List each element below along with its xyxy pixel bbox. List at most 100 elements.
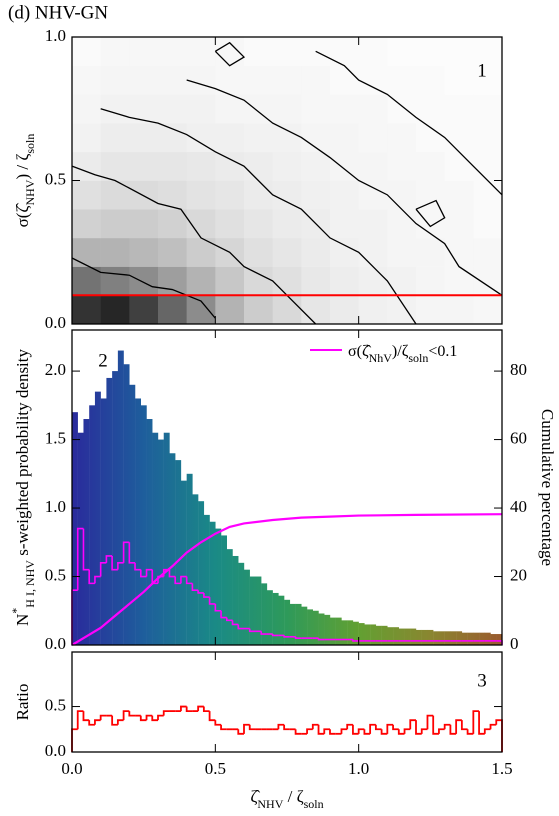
histogram-step <box>203 592 210 598</box>
heatmap-cell <box>272 266 302 296</box>
histogram-step <box>483 728 491 734</box>
histogram-bar <box>358 623 365 645</box>
label-part: ζ̂ <box>250 787 260 806</box>
heatmap-cell <box>244 295 273 325</box>
heatmap-cell <box>473 266 503 296</box>
histogram-step <box>128 711 136 717</box>
histogram-bar <box>261 583 268 645</box>
histogram-step <box>243 723 250 734</box>
histogram-bar <box>163 432 170 645</box>
heatmap-cell <box>387 266 417 296</box>
y2-tick-label: 20 <box>510 565 527 584</box>
heatmap-cell <box>215 180 245 210</box>
heatmap-cell <box>473 295 503 325</box>
heatmap-cell <box>158 151 187 181</box>
heatmap-cell <box>129 180 159 210</box>
y-tick-label: 0.5 <box>45 695 66 714</box>
histogram-step <box>306 728 313 734</box>
histogram-bar <box>364 624 371 645</box>
histogram-step <box>145 568 153 577</box>
heatmap-cell <box>215 151 245 181</box>
histogram-bar <box>404 628 411 645</box>
heatmap-cell <box>416 237 445 267</box>
heatmap-cell <box>358 94 388 124</box>
histogram-bar <box>72 412 78 645</box>
heatmap-cell <box>358 151 388 181</box>
heatmap-cell <box>72 37 101 66</box>
histogram-step <box>283 635 290 638</box>
heatmap-cell <box>301 266 331 296</box>
histogram-step <box>151 715 158 722</box>
heatmap-cell <box>358 266 388 296</box>
heatmap-cell <box>473 151 503 181</box>
contour <box>100 108 417 325</box>
histogram-bar <box>416 629 422 645</box>
heatmap-cell <box>129 295 159 325</box>
histogram-step <box>455 719 462 734</box>
histogram-bar <box>496 634 503 645</box>
heatmap-cell <box>444 237 474 267</box>
histogram-step <box>472 710 480 734</box>
histogram-step <box>71 728 78 752</box>
histogram-step <box>185 706 193 712</box>
heatmap-cell <box>72 123 101 153</box>
heatmap-cell <box>416 295 445 325</box>
heatmap-cell <box>330 237 359 267</box>
panel-frame <box>71 651 503 753</box>
heatmap-cell <box>186 151 216 181</box>
heatmap-cell <box>186 180 216 210</box>
histogram-step <box>449 724 457 735</box>
heatmap-cell <box>72 237 101 267</box>
y-tick-label: 1.5 <box>45 428 66 447</box>
heatmap-cell <box>416 151 445 181</box>
contour <box>415 199 446 228</box>
histogram-step <box>140 569 147 578</box>
histogram-bar <box>421 629 428 645</box>
histogram-step <box>466 729 474 735</box>
histogram-bar <box>473 632 480 645</box>
histogram-bar <box>272 592 279 645</box>
histogram-bar <box>490 634 497 645</box>
heatmap-cell <box>444 180 474 210</box>
heatmap-cell <box>158 94 187 124</box>
histogram-step <box>111 555 118 571</box>
histogram-step <box>352 639 359 642</box>
heatmap-cell <box>272 65 302 95</box>
heatmap-cell <box>100 180 130 210</box>
histogram-step <box>88 720 95 726</box>
heatmap-cell <box>215 295 245 325</box>
heatmap-cell <box>272 123 302 153</box>
histogram-bar <box>370 624 377 645</box>
histogram-bar <box>192 494 199 645</box>
histogram-step <box>88 569 95 585</box>
histogram-step <box>145 714 153 721</box>
histogram-bar <box>393 627 399 645</box>
histogram-step <box>386 723 394 734</box>
histogram-bar <box>456 631 463 645</box>
histogram-bar <box>484 632 491 645</box>
heatmap-cell <box>330 180 359 210</box>
histogram-step <box>76 527 84 591</box>
x-tick-label: 1.5 <box>491 759 512 778</box>
heatmap-cell <box>387 151 417 181</box>
histogram-step <box>180 705 187 712</box>
heatmap-cell <box>473 123 503 153</box>
heatmap-cell <box>244 94 273 124</box>
heatmap-cell <box>72 94 101 124</box>
histogram-step <box>214 603 222 612</box>
label-part: )/ζ <box>392 343 409 360</box>
label-part: soln <box>408 351 428 365</box>
histogram-step <box>76 710 84 730</box>
histogram-step <box>357 728 365 734</box>
histogram-step <box>317 724 325 735</box>
histogram-bar <box>450 631 457 645</box>
heatmap-cell <box>358 123 388 153</box>
histogram-bar <box>203 514 210 645</box>
heatmap-cell <box>158 237 187 267</box>
heatmap-cell <box>272 180 302 210</box>
heatmap-cell <box>330 94 359 124</box>
histogram-step <box>415 720 422 735</box>
heatmap-cell <box>301 151 331 181</box>
y-tick-label: 0.5 <box>45 565 66 584</box>
histogram-step <box>311 723 319 730</box>
